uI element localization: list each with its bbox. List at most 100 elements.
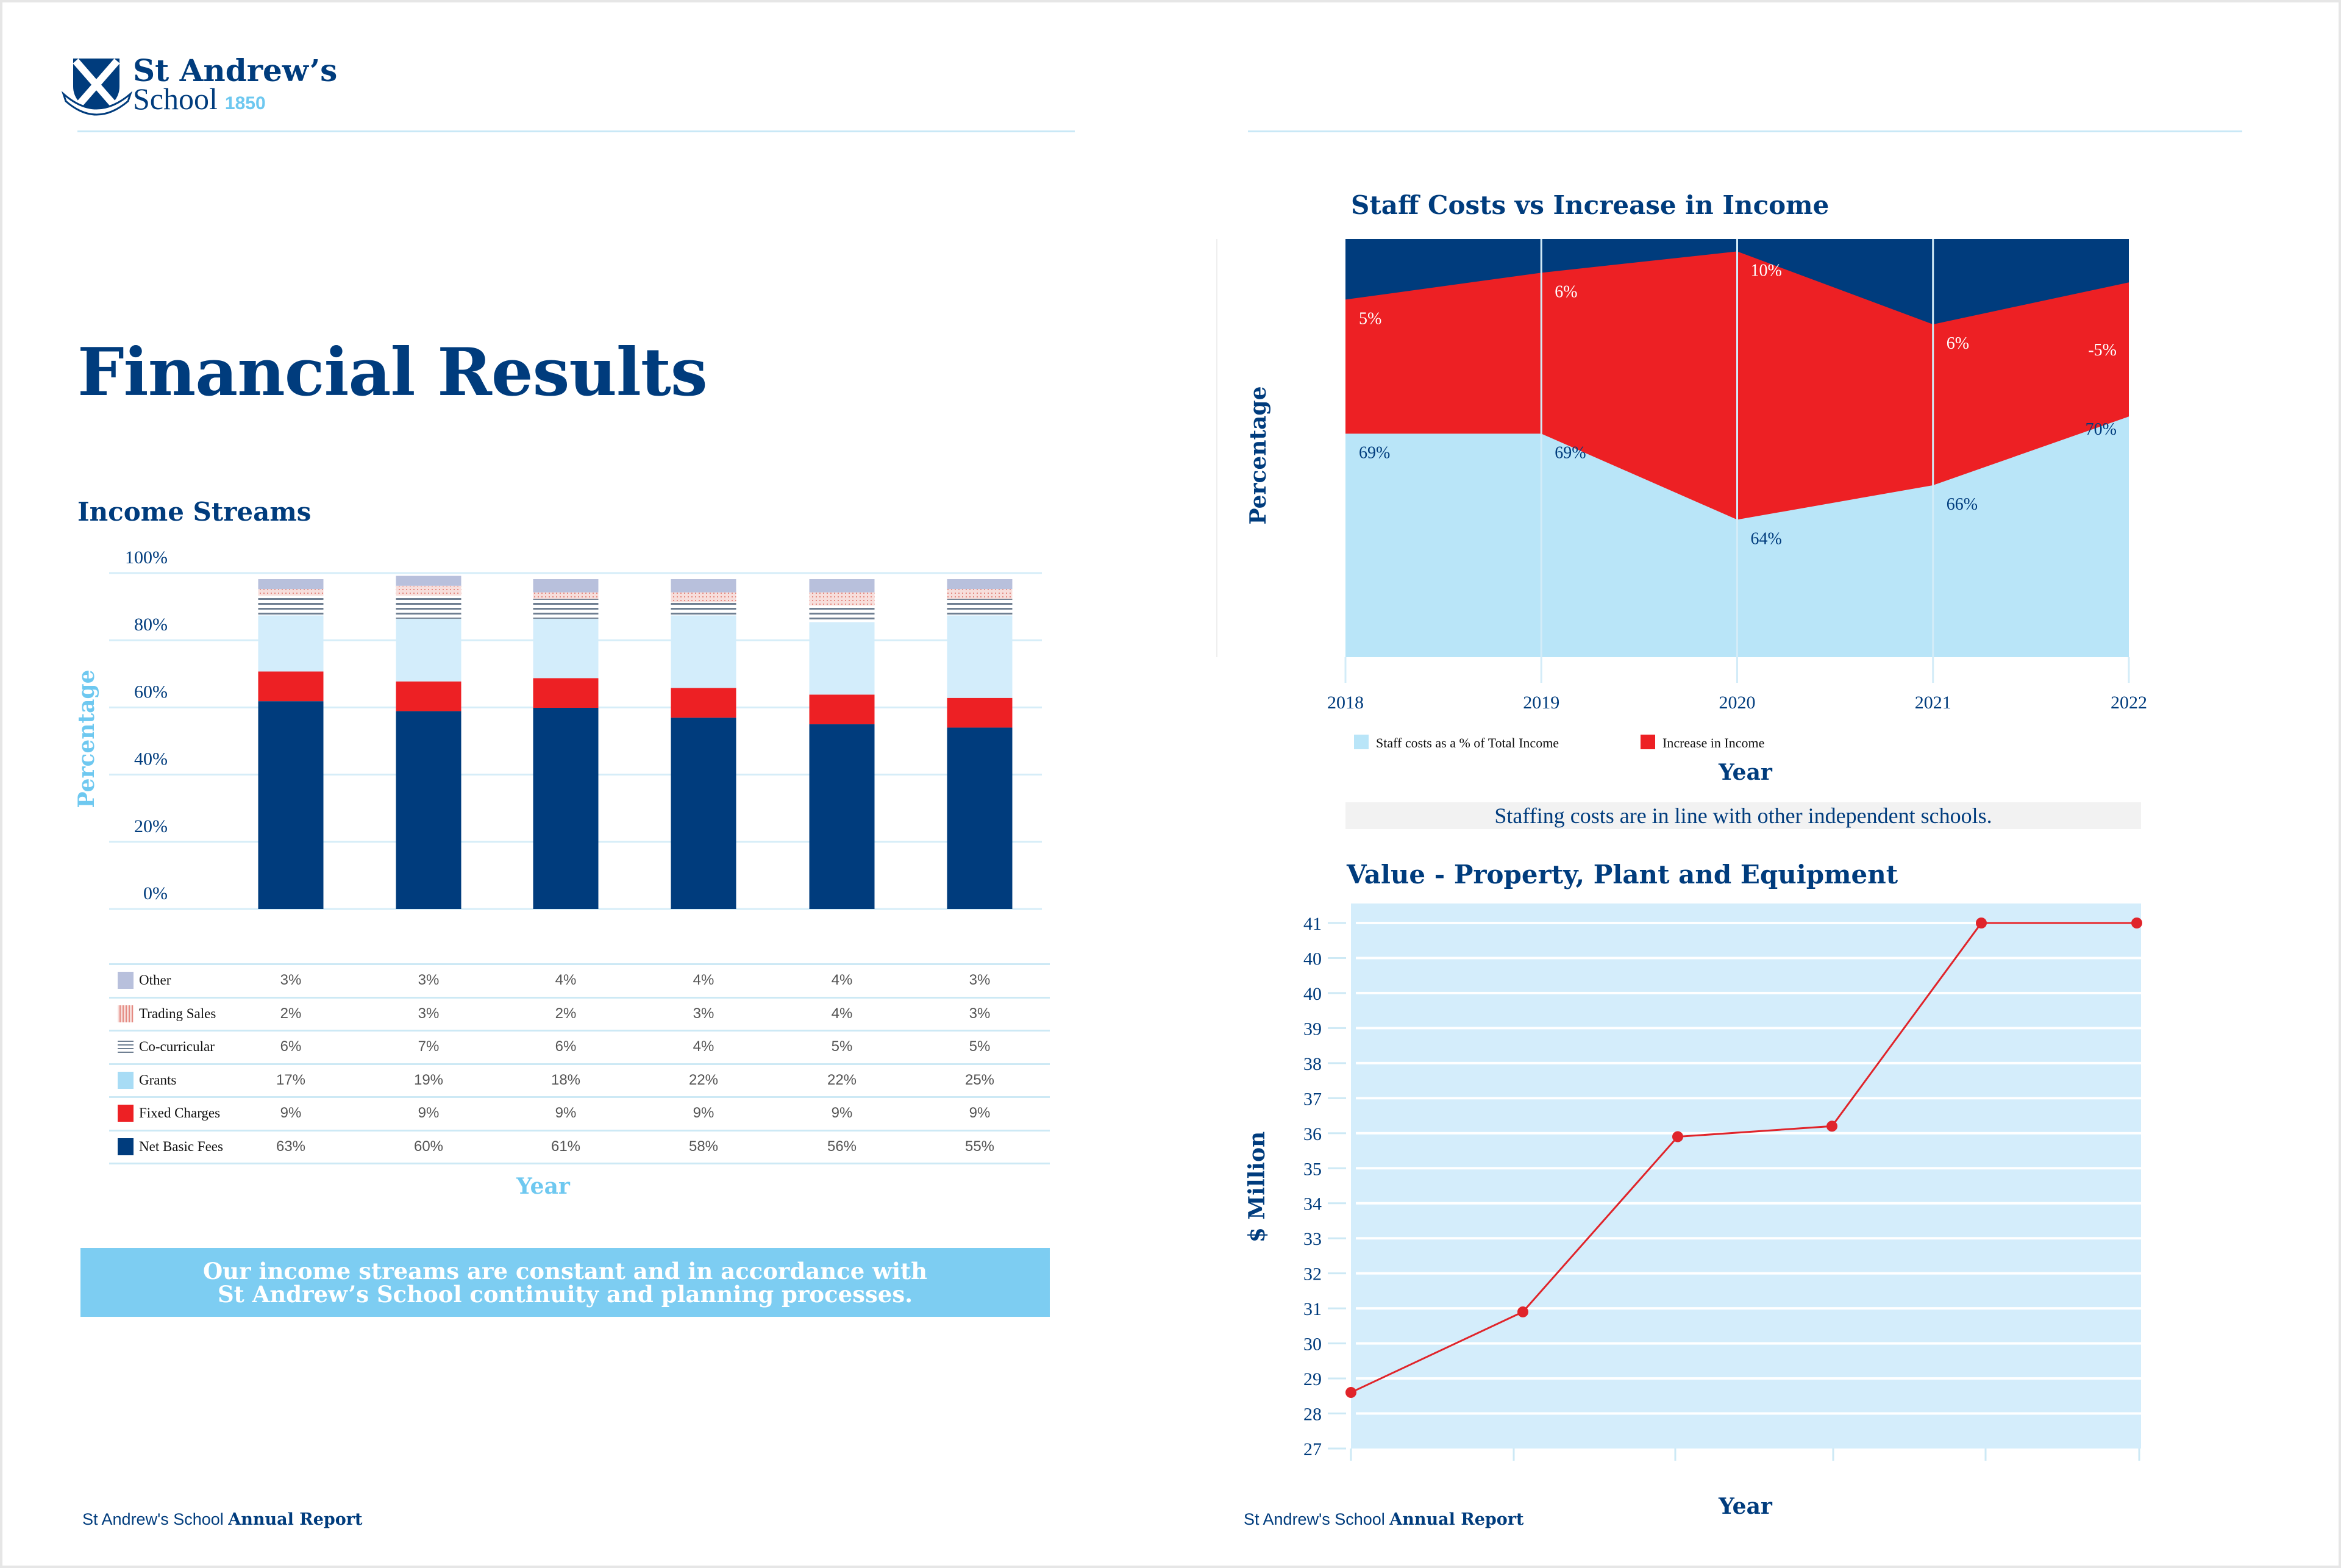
table-cell: 9% [280,1105,302,1121]
legend-swatch [118,972,134,989]
bar-segment-co-curricular [947,599,1013,616]
table-cell: 4% [831,1005,853,1022]
y-tick [1328,1413,1346,1415]
logo-school-text: School [133,82,218,116]
bar-segment-fixed-charges [947,697,1013,728]
gridline [1356,922,2141,924]
ppe-line [1350,922,2137,1394]
gridline [1356,1342,2141,1345]
table-cell: 9% [418,1105,440,1121]
bar-segment-trading-sales [809,592,875,606]
table-row-divider [109,1063,1050,1065]
y-tick [1328,1132,1346,1135]
x-tick [1984,1449,1987,1461]
ppe-x-label: Year [1719,1494,1772,1519]
increase-data-label: 6% [1555,282,1577,301]
gridline [1356,1202,2141,1205]
table-cell: 18% [551,1071,581,1088]
table-cell: 25% [964,1071,995,1088]
bar-segment-co-curricular [533,599,599,619]
bar-segment-trading-sales [396,585,461,596]
table-cell: 22% [688,1071,719,1088]
bar-segment-net-basic-fees [396,711,461,909]
y-tick-label: 39 [1303,1019,1322,1039]
table-cell: 9% [555,1105,577,1121]
row-label: Co-curricular [139,1039,215,1054]
y-tick-label: 36 [1303,1124,1322,1144]
logo-name: St Andrew’s [133,52,338,88]
staff-costs-heading: Staff Costs vs Increase in Income [1351,190,1830,220]
staff-data-label: 66% [1947,495,1978,514]
logo-school: School 1850 [133,83,266,119]
y-tick [1328,1307,1346,1310]
row-label: Fixed Charges [139,1105,221,1121]
y-tick-label: 20% [134,816,168,836]
y-tick-label: 60% [134,682,168,702]
table-cell: 5% [969,1038,991,1055]
bar-segment-trading-sales [671,592,736,602]
y-tick [1328,1167,1346,1169]
y-tick-label: 30 [1303,1335,1322,1355]
legend-label: Staff costs as a % of Total Income [1376,735,1559,750]
bar-segment-other [809,579,875,593]
y-tick [1328,1377,1346,1380]
table-cell: 6% [555,1038,577,1055]
income-bar-chart: 0% 20% 40% 60% 80% 100% [109,547,1042,910]
y-tick [1328,1272,1346,1275]
bar-segment-trading-sales [533,592,599,599]
year-gridline [1344,657,1347,683]
bar-segment-net-basic-fees [258,701,324,909]
table-row-divider [109,963,1050,965]
y-tick-label: 0% [143,883,168,903]
bar-segment-grants [258,615,324,672]
year-gridline [1932,239,1934,683]
y-tick [1328,957,1346,959]
legend-swatch [1354,735,1369,749]
footer-prefix: St Andrew's School [82,1510,229,1528]
table-row-divider [109,1163,1050,1164]
gridline [1356,991,2141,994]
gridline [1356,1097,2141,1100]
year-gridline [1540,239,1542,683]
row-label: Net Basic Fees [139,1138,223,1154]
table-cell: 9% [693,1105,714,1121]
row-label: Trading Sales [139,1005,216,1021]
data-point [1672,1131,1683,1142]
x-tick-label: 2020 [1719,693,1756,713]
table-row-divider [109,1129,1050,1131]
banner-line-1: Our income streams are constant and in a… [202,1257,928,1285]
staff-data-label: 64% [1751,529,1782,548]
bar-segment-co-curricular [671,602,736,616]
increase-data-label: 10% [1751,261,1782,280]
y-tick [1328,1097,1346,1099]
y-tick-label: 32 [1303,1264,1322,1285]
table-cell: 60% [413,1138,444,1155]
bar-segment-other [396,576,461,586]
x-tick [1832,1449,1834,1461]
gridline [1356,1167,2141,1170]
y-tick-label: 41 [1303,914,1322,934]
year-gridline [2128,657,2130,683]
y-tick-label: 33 [1303,1229,1322,1249]
bar-segment-grants [396,618,461,682]
bar-segment-co-curricular [396,596,461,619]
staff-area-chart: 2018 5% 69% 2019 6% 69% 2020 10% 64% 2021 6% 66% 202… [1216,239,2147,750]
gridline [1356,957,2141,960]
gridline [1356,1307,2141,1310]
gridline [1356,1131,2141,1135]
x-tick [1674,1449,1676,1461]
legend-swatch [118,1005,134,1022]
school-crest-logo [61,59,133,116]
bar-segment-net-basic-fees [809,724,875,909]
legend-label: Increase in Income [1662,735,1764,750]
bar-segment-other [671,579,736,593]
divider-right [1248,130,2242,132]
bar-segment-grants [533,618,599,679]
bar-segment-net-basic-fees [533,707,599,909]
y-tick [1328,1027,1346,1029]
y-tick-label: 40% [134,749,168,769]
legend-swatch [1641,735,1655,749]
y-tick-label: 34 [1303,1194,1322,1214]
logo-year: 1850 [224,93,266,113]
footer-left: St Andrew's School Annual Report [82,1510,363,1529]
